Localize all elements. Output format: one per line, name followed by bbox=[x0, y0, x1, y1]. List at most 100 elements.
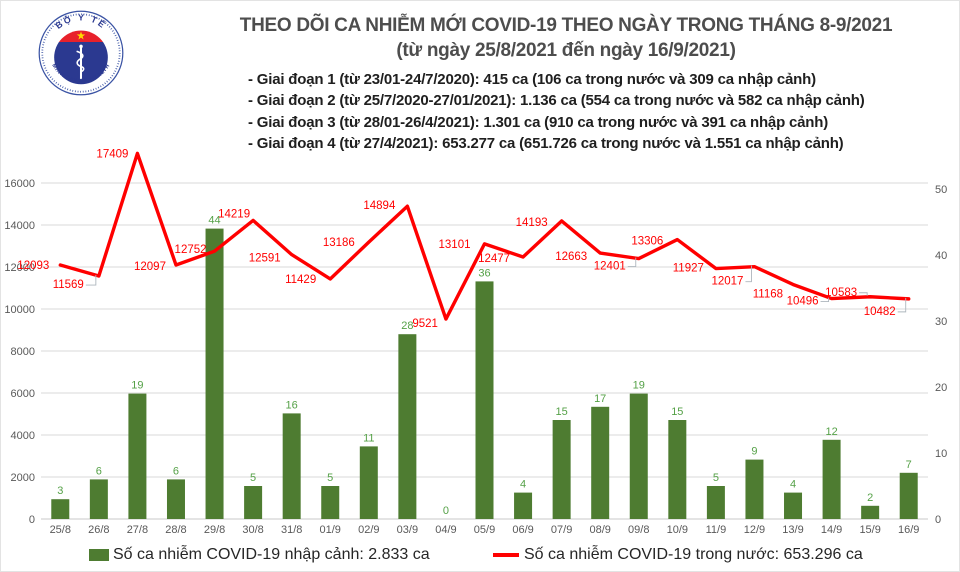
y-axis-left-tick-label: 2000 bbox=[11, 472, 35, 484]
bar-value-label: 5 bbox=[713, 472, 719, 484]
line-value-label: 12591 bbox=[249, 253, 281, 265]
phase-summary: - Giai đoạn 1 (từ 23/01-24/7/2020): 415 … bbox=[248, 69, 865, 154]
x-axis-tick-label: 30/8 bbox=[242, 524, 263, 536]
bar-imported-cases bbox=[205, 228, 224, 519]
y-axis-left-tick-label: 4000 bbox=[11, 430, 35, 442]
y-axis-left-tick-label: 6000 bbox=[11, 388, 35, 400]
bar-value-label: 28 bbox=[401, 320, 413, 332]
x-axis-tick-label: 14/9 bbox=[821, 524, 842, 536]
line-value-label: 14193 bbox=[516, 217, 548, 229]
y-axis-left-tick-label: 12000 bbox=[4, 262, 35, 274]
y-axis-right-tick-label: 10 bbox=[935, 448, 947, 460]
bar-imported-cases bbox=[552, 420, 571, 519]
legend-item-imported-cases: Số ca nhiễm COVID-19 nhập cảnh: 2.833 ca bbox=[89, 546, 430, 564]
x-axis-tick-label: 29/8 bbox=[204, 524, 225, 536]
bar-imported-cases bbox=[784, 492, 803, 519]
x-axis-tick-label: 01/9 bbox=[320, 524, 341, 536]
line-value-label: 13186 bbox=[323, 237, 355, 249]
bar-imported-cases bbox=[514, 492, 533, 519]
y-axis-right-tick-label: 30 bbox=[935, 316, 947, 328]
phase-line-1: - Giai đoạn 1 (từ 23/01-24/7/2020): 415 … bbox=[248, 71, 816, 88]
bar-value-label: 19 bbox=[131, 380, 143, 392]
bar-value-label: 15 bbox=[671, 406, 683, 418]
x-axis-tick-label: 31/8 bbox=[281, 524, 302, 536]
line-value-label: 10583 bbox=[825, 287, 857, 299]
bar-value-label: 5 bbox=[250, 472, 256, 484]
line-value-label: 12663 bbox=[555, 251, 587, 263]
line-value-label: 12017 bbox=[711, 276, 743, 288]
x-axis-tick-label: 04/9 bbox=[435, 524, 456, 536]
x-axis-tick-label: 05/9 bbox=[474, 524, 495, 536]
bar-value-label: 6 bbox=[96, 465, 102, 477]
line-value-label: 13101 bbox=[439, 239, 471, 251]
line-value-label: 12093 bbox=[17, 260, 49, 272]
chart-title-block: THEO DÕI CA NHIỄM MỚI COVID-19 THEO NGÀY… bbox=[171, 13, 959, 63]
chart-subtitle: (từ ngày 25/8/2021 đến ngày 16/9/2021) bbox=[396, 40, 736, 61]
logo-star-icon bbox=[76, 31, 86, 40]
bar-value-label: 15 bbox=[556, 406, 568, 418]
line-value-label: 11569 bbox=[53, 279, 84, 291]
y-axis-right-tick-label: 0 bbox=[935, 514, 941, 526]
x-axis-tick-label: 02/9 bbox=[358, 524, 379, 536]
legend-item-domestic-cases: Số ca nhiễm COVID-19 trong nước: 653.296… bbox=[493, 546, 863, 564]
bar-value-label: 12 bbox=[825, 426, 837, 438]
y-axis-left-tick-label: 14000 bbox=[4, 220, 35, 232]
x-axis-tick-label: 07/9 bbox=[551, 524, 572, 536]
y-axis-left-tick-label: 8000 bbox=[11, 346, 35, 358]
bar-value-label: 4 bbox=[790, 479, 796, 491]
x-axis-tick-label: 12/9 bbox=[744, 524, 765, 536]
y-axis-left-tick-label: 10000 bbox=[4, 304, 35, 316]
line-value-label: 12097 bbox=[134, 261, 166, 273]
phase-line-2: - Giai đoạn 2 (từ 25/7/2020-27/01/2021):… bbox=[248, 92, 865, 110]
line-value-label: 14219 bbox=[218, 208, 250, 220]
x-axis-tick-label: 13/9 bbox=[782, 524, 803, 536]
bar-value-label: 36 bbox=[478, 267, 490, 279]
bar-value-label: 19 bbox=[633, 380, 645, 392]
bar-imported-cases bbox=[861, 505, 880, 519]
x-axis-tick-label: 25/8 bbox=[50, 524, 71, 536]
y-axis-right-tick-label: 40 bbox=[935, 250, 947, 262]
bar-imported-cases bbox=[244, 486, 263, 519]
bar-value-label: 3 bbox=[57, 485, 63, 497]
bar-imported-cases bbox=[745, 459, 764, 519]
line-value-label: 12477 bbox=[478, 253, 510, 265]
line-value-label: 9521 bbox=[412, 318, 438, 330]
x-axis-tick-label: 11/9 bbox=[706, 524, 727, 536]
bar-imported-cases bbox=[822, 439, 841, 519]
phase-line-3: - Giai đoạn 3 (từ 28/01-26/4/2021): 1.30… bbox=[248, 113, 829, 131]
bar-value-label: 44 bbox=[208, 215, 220, 227]
bar-imported-cases bbox=[51, 499, 70, 519]
label-leader-line bbox=[627, 257, 637, 268]
line-value-label: 11927 bbox=[673, 263, 704, 275]
x-axis-tick-label: 26/8 bbox=[88, 524, 109, 536]
domestic-cases-line bbox=[58, 151, 911, 321]
y-axis-left-tick-label: 0 bbox=[29, 514, 35, 526]
x-axis-tick-label: 16/9 bbox=[898, 524, 919, 536]
y-axis-right-tick-label: 20 bbox=[935, 382, 947, 394]
phase-line-4: - Giai đoạn 4 (từ 27/4/2021): 653.277 ca… bbox=[248, 134, 844, 152]
bar-value-label: 17 bbox=[594, 393, 606, 405]
bar-value-label: 11 bbox=[363, 432, 374, 444]
x-axis-tick-label: 09/8 bbox=[628, 524, 649, 536]
legend-line-swatch-icon bbox=[493, 553, 519, 557]
bar-imported-cases bbox=[475, 281, 494, 519]
bar-imported-cases bbox=[591, 406, 610, 519]
line-value-label: 13306 bbox=[631, 236, 663, 248]
bar-value-label: 5 bbox=[327, 472, 333, 484]
x-axis-tick-label: 08/9 bbox=[589, 524, 610, 536]
bar-value-label: 2 bbox=[867, 492, 873, 504]
bar-value-label: 4 bbox=[520, 479, 526, 491]
line-value-label: 10482 bbox=[864, 306, 896, 318]
label-leader-line bbox=[897, 297, 907, 313]
label-leader-line bbox=[820, 297, 830, 303]
line-value-label: 12752 bbox=[175, 244, 207, 256]
line-value-label: 11429 bbox=[285, 274, 316, 286]
bar-value-label: 0 bbox=[443, 505, 449, 517]
label-leader-line bbox=[85, 275, 97, 286]
line-value-label: 17409 bbox=[96, 148, 128, 160]
bar-imported-cases bbox=[668, 420, 687, 519]
bar-value-label: 9 bbox=[751, 446, 757, 458]
legend-imported-label: Số ca nhiễm COVID-19 nhập cảnh: 2.833 ca bbox=[113, 546, 430, 563]
bar-imported-cases bbox=[89, 479, 108, 519]
bar-imported-cases bbox=[166, 479, 185, 519]
